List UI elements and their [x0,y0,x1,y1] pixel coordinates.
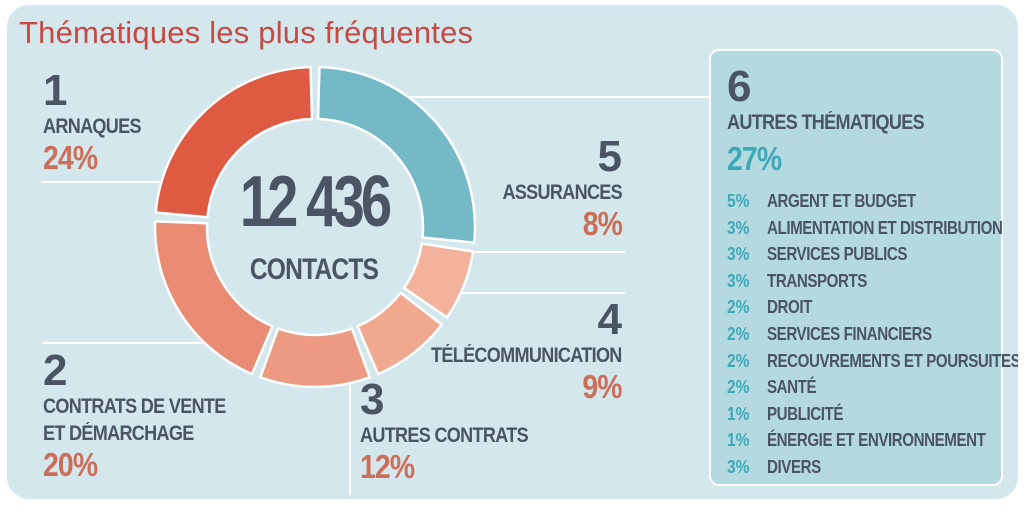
other-topics-list: 5% ARGENT ET BUDGET 3% ALIMENTATION ET DIST… [727,188,1018,481]
other-topic-label: TRANSPORTS [767,270,867,291]
other-topic-item: 3% ALIMENTATION ET DISTRIBUTION [727,215,1018,242]
other-topic-item: 1% ÉNERGIE ET ENVIRONNEMENT [727,427,1018,454]
donut-slices [153,65,477,389]
other-topic-item: 1% PUBLICITÉ [727,401,1018,428]
other-topic-item: 3% DIVERS [727,454,1018,481]
category-5-label: ASSURANCES [502,181,622,204]
category-5-rank: 5 [597,132,622,181]
other-topic-percent: 2% [727,350,750,371]
donut-slice-6 [316,65,477,244]
category-2: 2 CONTRATS DE VENTE ET DÉMARCHAGE 20% [43,349,255,483]
leader-lines [42,96,711,495]
other-topic-percent: 2% [727,297,750,318]
category-1: 1 ARNAQUES 24% [43,69,157,176]
category-6-percent: 27% [727,140,782,177]
other-topic-percent: 2% [727,377,750,398]
other-topic-item: 3% SERVICES PUBLICS [727,241,1018,268]
category-2-rank: 2 [43,346,68,395]
category-3: 3 AUTRES CONTRATS 12% [360,378,555,485]
other-topic-label: SERVICES PUBLICS [767,244,908,265]
category-4-percent: 9% [582,368,623,405]
category-2-label-line-1: CONTRATS DE VENTE [43,395,226,418]
category-5-percent: 8% [582,205,623,242]
donut-chart [42,65,711,495]
donut-slice-2 [153,220,274,376]
other-topic-percent: 3% [727,270,750,291]
center-total-label: CONTACTS [249,253,379,286]
other-topic-item: 2% SANTÉ [727,374,1018,401]
category-5: 5 ASSURANCES 8% [483,135,622,242]
other-topic-percent: 1% [727,430,750,451]
donut-slice-4 [356,291,444,376]
other-topic-percent: 2% [727,323,750,344]
other-topic-label: ALIMENTATION ET DISTRIBUTION [767,217,1003,238]
category-3-label: AUTRES CONTRATS [360,424,529,447]
category-3-percent: 12% [360,448,415,485]
other-topic-item: 3% TRANSPORTS [727,268,1018,295]
other-topic-label: PUBLICITÉ [767,403,844,424]
other-topic-item: 5% ARGENT ET BUDGET [727,188,1018,215]
other-topic-percent: 1% [727,403,750,424]
other-topic-label: SANTÉ [767,377,817,398]
category-2-label-line-2: ET DÉMARCHAGE [43,422,194,445]
category-1-rank: 1 [43,66,68,115]
other-topic-label: DIVERS [767,456,821,477]
chart-title: Thématiques les plus fréquentes [19,15,474,50]
category-2-percent: 20% [43,446,98,483]
other-topic-percent: 3% [727,244,750,265]
donut-slice-3 [259,327,371,389]
center-total-number: 12 436 [239,162,392,242]
other-topic-percent: 3% [727,217,750,238]
category-6-rank: 6 [727,62,752,111]
other-topic-item: 2% SERVICES FINANCIERS [727,321,1018,348]
donut-slice-5 [402,242,475,319]
other-topic-label: DROIT [767,297,812,318]
infographic-card: Thématiques les plus fréquentes 12 436 C… [7,5,1018,499]
other-topic-label: ÉNERGIE ET ENVIRONNEMENT [767,430,986,451]
category-3-rank: 3 [360,375,385,424]
category-4: 4 TÉLÉCOMMUNICATION 9% [400,298,622,405]
other-topics-panel: 6 AUTRES THÉMATIQUES 27% 5% ARGENT ET BUD… [709,49,1018,486]
other-topic-label: ARGENT ET BUDGET [767,191,916,211]
category-1-percent: 24% [43,139,98,176]
category-4-rank: 4 [597,295,622,344]
other-topic-item: 2% DROIT [727,294,1018,321]
other-topic-item: 2% RECOUVREMENTS ET POURSUITES [727,348,1018,375]
category-1-label: ARNAQUES [43,115,142,138]
other-topic-label: RECOUVREMENTS ET POURSUITES [767,350,1018,371]
other-topic-label: SERVICES FINANCIERS [767,323,932,344]
donut-slice-1 [154,65,314,219]
other-topic-percent: 5% [727,191,750,211]
other-topic-percent: 3% [727,456,750,477]
category-6-label: AUTRES THÉMATIQUES [727,111,925,134]
category-4-label: TÉLÉCOMMUNICATION [431,344,622,367]
